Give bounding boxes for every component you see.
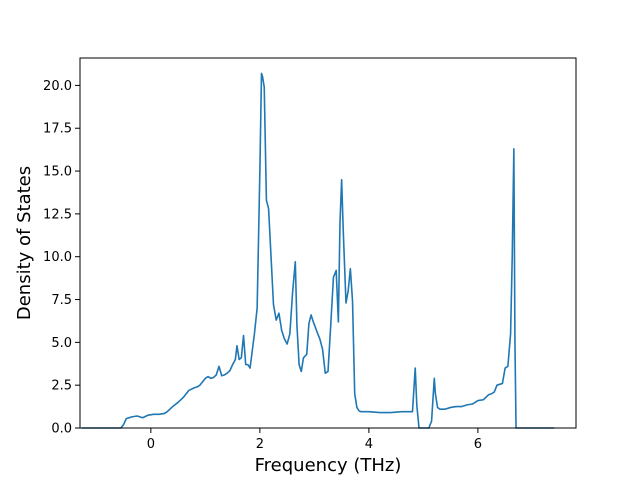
- y-axis-label: Density of States: [14, 166, 35, 320]
- y-tick-label: 20.0: [43, 79, 72, 94]
- y-tick-label: 5.0: [51, 336, 72, 351]
- axes-frame: [79, 57, 577, 429]
- dos-series-line-0: [81, 72, 555, 429]
- y-tick-label: 10.0: [43, 250, 72, 265]
- y-tick-label: 7.5: [51, 293, 72, 308]
- x-tick-label: 6: [474, 437, 482, 452]
- x-tick-label: 2: [256, 437, 264, 452]
- y-tick-label: 0.0: [51, 422, 72, 437]
- x-tick-label: 0: [147, 437, 155, 452]
- y-tick-label: 17.5: [43, 122, 72, 137]
- x-axis-ticks: 0 2 4 6: [147, 428, 482, 452]
- y-tick-label: 12.5: [43, 207, 72, 222]
- y-axis-ticks: 0.0 2.5 5.0 7.5 10.0 12.5 15.0 17.5 20.0: [43, 79, 80, 437]
- y-tick-label: 15.0: [43, 165, 72, 180]
- plot-area: [81, 72, 555, 429]
- x-tick-label: 4: [365, 437, 373, 452]
- x-axis-label: Frequency (THz): [255, 455, 402, 476]
- y-tick-label: 2.5: [51, 379, 72, 394]
